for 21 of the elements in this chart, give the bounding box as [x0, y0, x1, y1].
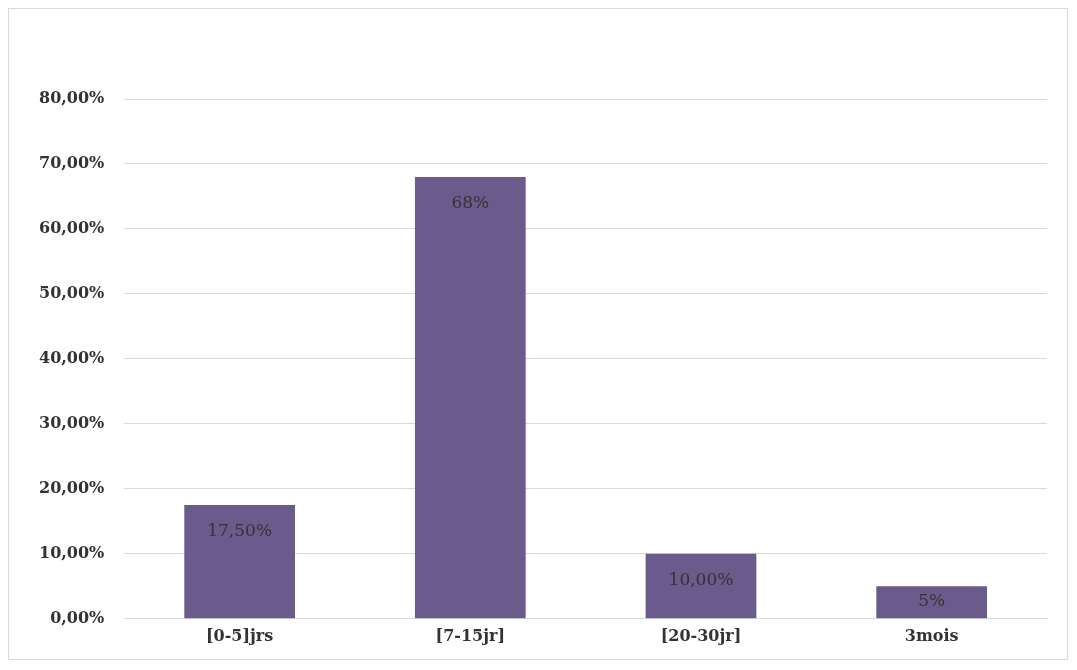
y-tick-label: 60,00% [38, 218, 105, 238]
bar [184, 505, 295, 619]
y-tick-label: 0,00% [50, 607, 105, 627]
data-label: 68% [451, 191, 490, 212]
y-tick-label: 20,00% [38, 478, 105, 498]
data-label: 17,50% [207, 520, 273, 541]
y-tick-label: 10,00% [38, 542, 105, 562]
bar [876, 586, 988, 619]
y-tick-label: 50,00% [38, 283, 105, 303]
x-tick-label: [20-30jr] [660, 625, 742, 645]
x-tick-label: 3mois [904, 625, 959, 645]
y-tick-label: 80,00% [38, 88, 105, 108]
bar [414, 176, 526, 619]
y-tick-label: 40,00% [38, 348, 105, 368]
bar [645, 553, 757, 619]
data-label: 5% [918, 590, 946, 611]
y-tick-label: 30,00% [38, 413, 105, 433]
y-tick-label: 70,00% [38, 153, 105, 173]
data-label: 10,00% [668, 568, 734, 589]
x-tick-label: [7-15jr] [435, 625, 506, 645]
x-tick-label: [0-5]jrs [206, 625, 274, 645]
